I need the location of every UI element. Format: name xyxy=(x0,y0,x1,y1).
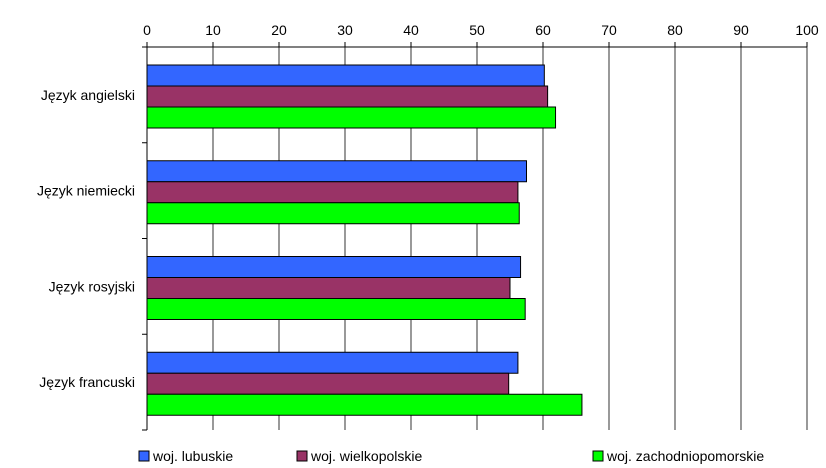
x-tick-label: 30 xyxy=(337,22,353,38)
legend-swatch xyxy=(296,450,308,462)
x-tick-label: 60 xyxy=(535,22,551,38)
legend-label: woj. zachodniopomorskie xyxy=(606,448,764,464)
legend-swatch xyxy=(592,450,604,462)
category-label: Język angielski xyxy=(41,87,135,103)
category-label: Język niemiecki xyxy=(37,183,135,199)
x-tick-label: 20 xyxy=(271,22,287,38)
bar-1-3 xyxy=(146,256,522,278)
x-tick-labels: 0 10 20 30 40 50 60 70 80 90 100 xyxy=(143,22,819,38)
x-tick-label: 50 xyxy=(469,22,485,38)
category-label: Język francuski xyxy=(39,374,135,390)
bar-2-2 xyxy=(146,181,519,204)
bar-1-1 xyxy=(146,64,545,87)
bar-1-4 xyxy=(146,351,519,374)
category-labels: Język angielski Język niemiecki Język rosy… xyxy=(37,87,135,390)
bar-3-2 xyxy=(146,202,520,225)
bar-3-3 xyxy=(146,298,526,320)
bar-3-4 xyxy=(146,393,583,416)
legend-label: woj. wielkopolskie xyxy=(310,448,422,464)
x-tick-label: 40 xyxy=(403,22,419,38)
bar-2-3 xyxy=(146,277,511,299)
x-tick-label: 80 xyxy=(667,22,683,38)
bar-1-2 xyxy=(146,160,527,183)
legend: woj. lubuskie woj. wielkopolskie woj. zach… xyxy=(138,448,764,464)
bars xyxy=(146,64,583,416)
x-tick-label: 70 xyxy=(601,22,617,38)
legend-label: woj. lubuskie xyxy=(152,448,233,464)
x-tick-label: 100 xyxy=(795,22,819,38)
x-tick-label: 10 xyxy=(205,22,221,38)
axes xyxy=(142,42,808,431)
bar-3-1 xyxy=(146,106,557,129)
bar-2-1 xyxy=(146,85,549,108)
x-tick-label: 90 xyxy=(733,22,749,38)
bar-2-4 xyxy=(146,372,510,395)
legend-swatch xyxy=(138,450,150,462)
x-tick-label: 0 xyxy=(143,22,151,38)
category-label: Język rosyjski xyxy=(49,278,135,294)
